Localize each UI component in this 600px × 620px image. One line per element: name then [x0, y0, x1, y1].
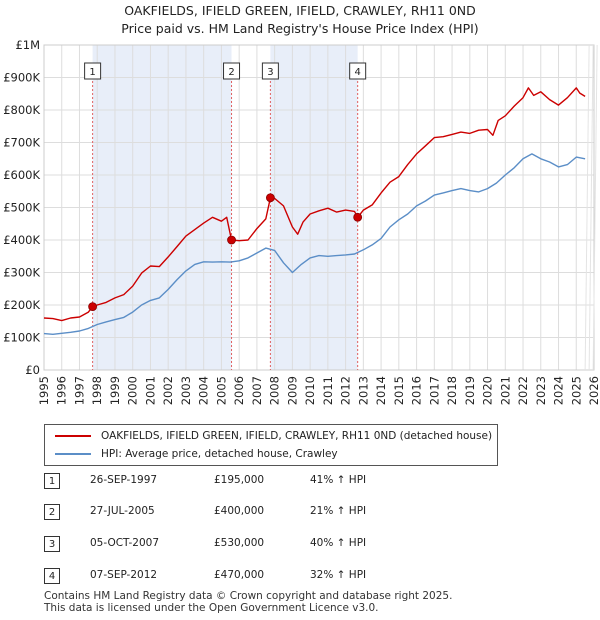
transaction-date: 05-OCT-2007 — [90, 537, 159, 549]
x-tick-label: 1995 — [37, 376, 51, 405]
x-tick-label: 2024 — [552, 376, 566, 405]
sale-point — [353, 212, 363, 222]
chart-legend: OAKFIELDS, IFIELD GREEN, IFIELD, CRAWLEY… — [44, 424, 498, 466]
x-tick-label: 2025 — [569, 376, 583, 405]
sale-label: 2 — [228, 67, 234, 78]
table-row: 2 27-JUL-2005 £400,000 21% ↑ HPI — [44, 501, 544, 525]
x-tick-label: 2004 — [197, 376, 211, 405]
transaction-number: 4 — [44, 568, 60, 584]
x-tick-label: 2006 — [232, 376, 246, 405]
y-tick-label: £900K — [3, 71, 40, 85]
x-tick-label: 2008 — [268, 376, 282, 405]
y-tick-label: £200K — [3, 298, 40, 312]
chart-subtitle: Price paid vs. HM Land Registry's House … — [121, 21, 479, 36]
x-tick-label: 2009 — [285, 376, 299, 405]
x-tick-label: 2020 — [481, 376, 495, 405]
legend-label-hpi: HPI: Average price, detached house, Craw… — [101, 448, 338, 460]
transaction-price: £400,000 — [214, 505, 265, 517]
y-tick-label: £700K — [3, 136, 40, 150]
x-tick-label: 2016 — [410, 376, 424, 405]
x-tick-label: 2012 — [339, 376, 353, 405]
footer-licence: This data is licensed under the Open Gov… — [44, 602, 379, 614]
x-tick-label: 2023 — [534, 376, 548, 405]
sale-label: 1 — [89, 67, 95, 78]
x-tick-label: 2021 — [498, 376, 512, 405]
sale-label-box — [349, 62, 367, 80]
sale-point — [265, 193, 275, 203]
series-line-property — [43, 87, 586, 322]
chart-title: OAKFIELDS, IFIELD GREEN, IFIELD, CRAWLEY… — [124, 3, 476, 18]
chart-plot: 1 2 3 4 £0 £100K £200K £300K £400K £500K £600K £70… — [3, 38, 600, 405]
legend-label-property: OAKFIELDS, IFIELD GREEN, IFIELD, CRAWLEY… — [101, 430, 493, 442]
y-tick-label: £500K — [3, 201, 40, 215]
sale-label: 4 — [354, 67, 360, 78]
sale-label-box — [84, 62, 102, 80]
transaction-date: 07-SEP-2012 — [90, 569, 158, 581]
x-tick-label: 2013 — [356, 376, 370, 405]
legend-swatch-property — [55, 435, 91, 437]
x-tick-label: 1999 — [108, 376, 122, 405]
transaction-hpi-change: 21% ↑ HPI — [310, 505, 367, 517]
plot-frame — [43, 44, 595, 371]
legend-item-hpi: HPI: Average price, detached house, Craw… — [55, 445, 338, 463]
transaction-hpi-change: 32% ↑ HPI — [310, 569, 367, 581]
x-tick-label: 2010 — [303, 376, 317, 405]
y-tick-label: £0 — [25, 363, 40, 377]
future-hatch — [584, 44, 590, 371]
x-tick-label: 2017 — [427, 376, 441, 405]
future-hatch — [592, 44, 598, 371]
x-tick-label: 2015 — [392, 376, 406, 405]
transaction-date: 27-JUL-2005 — [90, 505, 155, 517]
transaction-date: 26-SEP-1997 — [90, 474, 158, 486]
x-tick-label: 2014 — [374, 376, 388, 405]
x-tick-label: 2007 — [250, 376, 264, 405]
transaction-price: £470,000 — [214, 569, 265, 581]
x-tick-label: 2022 — [516, 376, 530, 405]
transaction-number: 1 — [44, 473, 60, 489]
x-tick-label: 2002 — [161, 376, 175, 405]
y-tick-label: £300K — [3, 266, 40, 280]
x-tick-label: 2018 — [445, 376, 459, 405]
x-tick-label: 2019 — [463, 376, 477, 405]
table-row: 1 26-SEP-1997 £195,000 41% ↑ HPI — [44, 470, 544, 494]
transaction-price: £530,000 — [214, 537, 265, 549]
footer-attribution: Contains HM Land Registry data © Crown c… — [44, 590, 452, 614]
y-tick-label: £100K — [3, 331, 40, 345]
sale-label-box — [223, 62, 241, 80]
transaction-price: £195,000 — [214, 474, 265, 486]
sale-label-box — [261, 62, 279, 80]
table-row: 3 05-OCT-2007 £530,000 40% ↑ HPI — [44, 533, 544, 557]
transaction-hpi-change: 40% ↑ HPI — [310, 537, 367, 549]
x-tick-label: 2026 — [587, 376, 600, 405]
x-tick-label: 2005 — [214, 376, 228, 405]
x-tick-label: 1997 — [72, 376, 86, 405]
x-tick-label: 1996 — [55, 376, 69, 405]
transaction-hpi-change: 41% ↑ HPI — [310, 474, 367, 486]
y-tick-label: £1M — [15, 38, 40, 52]
sale-point — [227, 235, 236, 245]
sale-point — [88, 302, 98, 312]
transaction-number: 3 — [44, 536, 60, 552]
x-tick-label: 2000 — [126, 376, 140, 405]
future-hatch — [588, 44, 594, 371]
legend-swatch-hpi — [55, 453, 91, 455]
footer-copyright: Contains HM Land Registry data © Crown c… — [44, 590, 453, 602]
legend-item-property: OAKFIELDS, IFIELD GREEN, IFIELD, CRAWLEY… — [55, 427, 492, 445]
y-tick-label: £800K — [3, 103, 40, 117]
x-tick-label: 2001 — [143, 376, 157, 405]
table-row: 4 07-SEP-2012 £470,000 32% ↑ HPI — [44, 565, 544, 589]
transaction-number: 2 — [44, 504, 60, 520]
sale-label: 3 — [267, 67, 273, 78]
x-tick-label: 2011 — [321, 376, 335, 405]
series-line-hpi — [43, 153, 586, 335]
y-tick-label: £400K — [3, 233, 40, 247]
x-tick-label: 1998 — [90, 376, 104, 405]
y-tick-label: £600K — [3, 168, 40, 182]
x-tick-label: 2003 — [179, 376, 193, 405]
